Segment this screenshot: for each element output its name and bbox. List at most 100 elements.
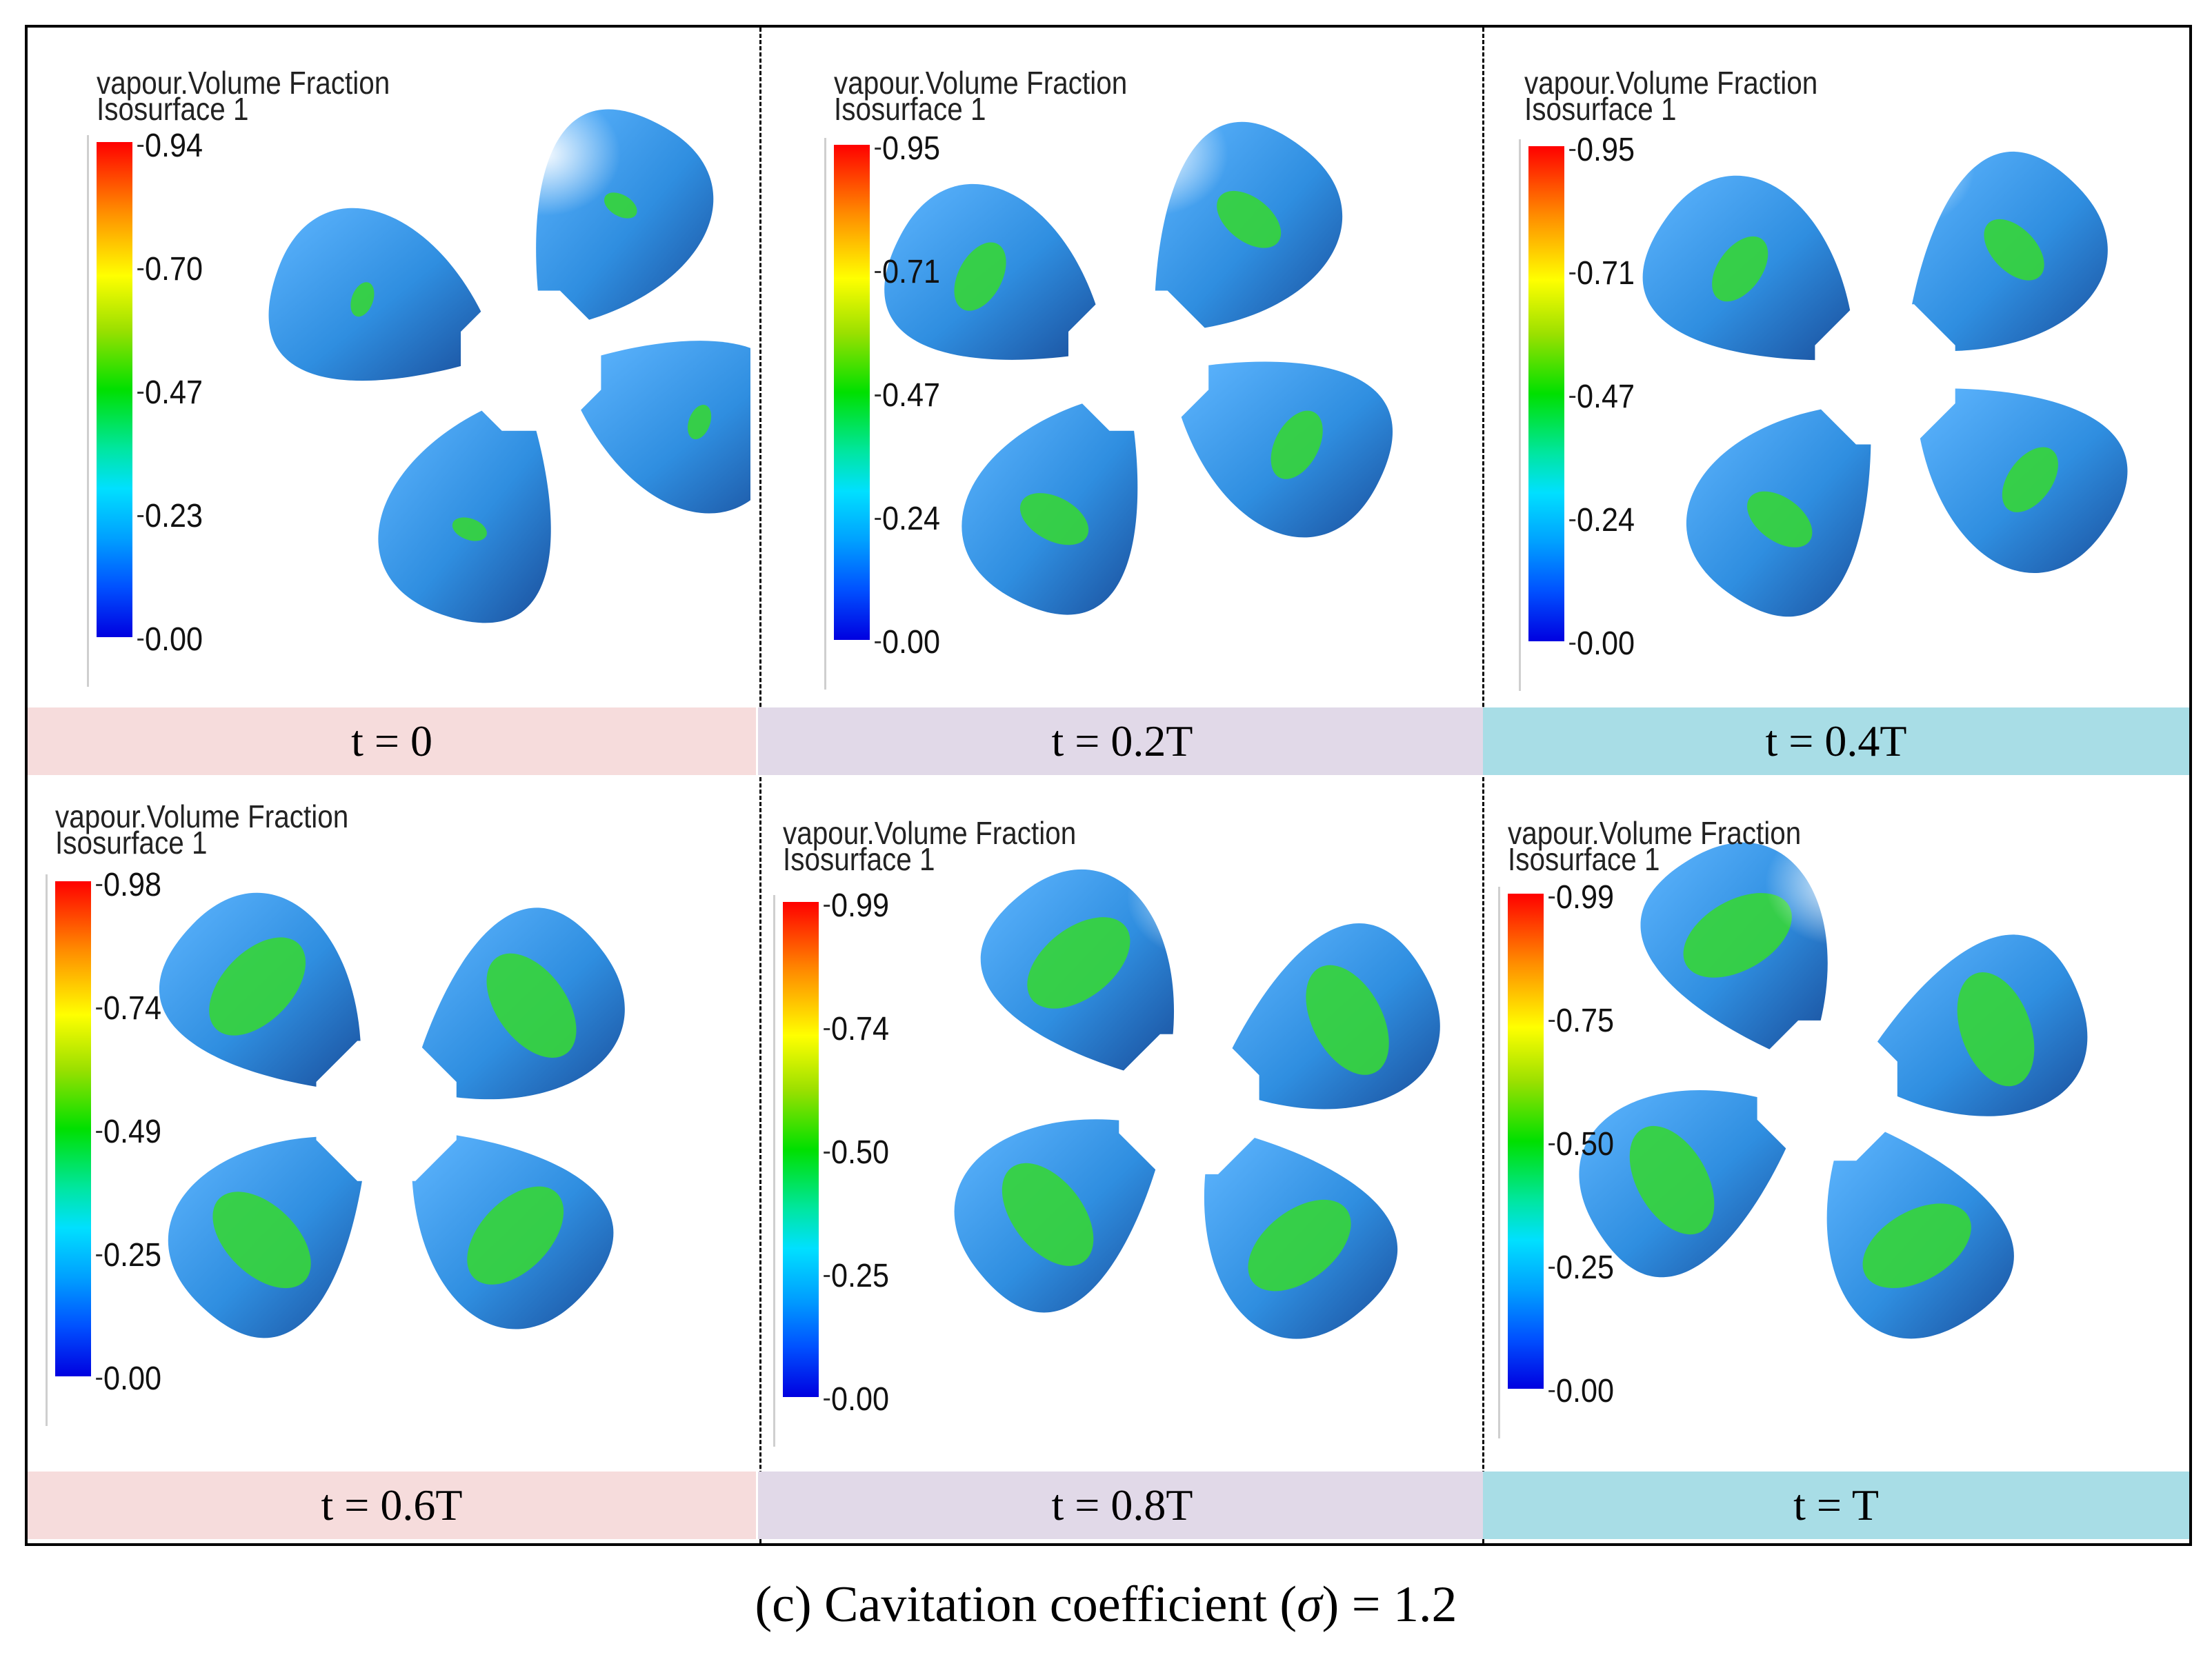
hub-opening bbox=[1757, 1020, 1897, 1161]
color-bar-tick: 0.25 bbox=[1548, 1249, 1615, 1286]
hub-opening bbox=[1119, 1034, 1259, 1174]
cavitation-region bbox=[486, 953, 577, 1058]
hub-opening bbox=[461, 290, 601, 431]
color-bar-tick: 0.71 bbox=[1569, 255, 1635, 292]
propeller-blade bbox=[579, 341, 750, 514]
propeller-render bbox=[1579, 821, 2088, 1339]
color-bar-tick: 0.47 bbox=[875, 377, 941, 414]
propeller-render bbox=[1642, 105, 2128, 617]
cavitation-region bbox=[1027, 917, 1130, 1009]
legend-subtitle: Isosurface 1 bbox=[834, 91, 986, 127]
contour-panel: vapour.Volume Fraction Isosurface 1 0.98 0.… bbox=[28, 778, 750, 1529]
color-bar bbox=[55, 881, 91, 1376]
legend-title: vapour.Volume Fraction bbox=[834, 65, 1128, 101]
color-bar-tick: 0.95 bbox=[1569, 132, 1635, 168]
cavitation-region bbox=[350, 282, 375, 317]
cavitation-region bbox=[1271, 410, 1323, 479]
specular-highlight bbox=[1126, 835, 1279, 960]
legend-axis-line bbox=[824, 138, 826, 690]
propeller-blade bbox=[268, 208, 482, 381]
cavitation-region bbox=[688, 405, 712, 440]
specular-highlight bbox=[1823, 105, 1975, 230]
cavitation-region bbox=[1248, 1199, 1351, 1292]
cavitation-region bbox=[1683, 893, 1792, 978]
color-bar-tick: 0.94 bbox=[137, 128, 203, 164]
color-bar-tick: 0.47 bbox=[1569, 379, 1635, 415]
color-bar-tick: 0.00 bbox=[96, 1360, 162, 1397]
propeller-render bbox=[159, 842, 625, 1338]
color-bar-tick: 0.23 bbox=[137, 498, 203, 534]
propeller-blade bbox=[378, 410, 551, 623]
legend-title: vapour.Volume Fraction bbox=[1524, 65, 1818, 101]
color-bar-tick: 0.49 bbox=[96, 1114, 162, 1150]
color-bar bbox=[97, 142, 132, 637]
color-bar bbox=[783, 902, 819, 1397]
cavitation-region bbox=[209, 937, 306, 1036]
color-bar-tick: 0.50 bbox=[824, 1134, 890, 1171]
color-bar-tick: 0.00 bbox=[1548, 1373, 1615, 1409]
cavitation-region bbox=[1217, 190, 1282, 248]
cavitation-region bbox=[1747, 491, 1813, 548]
cavitation-region bbox=[1629, 1125, 1715, 1235]
hub-opening bbox=[316, 1041, 457, 1181]
cavitation-region bbox=[1306, 965, 1389, 1075]
color-bar bbox=[1508, 894, 1544, 1389]
color-bar-tick: 0.98 bbox=[96, 867, 162, 903]
contour-panel: vapour.Volume Fraction Isosurface 1 0.99 0.… bbox=[758, 778, 1481, 1529]
cavitation-region bbox=[212, 1192, 311, 1289]
specular-highlight bbox=[1076, 92, 1228, 217]
time-label: t = 0.6T bbox=[28, 1472, 756, 1539]
color-bar-tick: 0.70 bbox=[137, 251, 203, 288]
color-bar-tick: 0.24 bbox=[1569, 502, 1635, 539]
color-bar-tick: 0.00 bbox=[137, 621, 203, 658]
time-label: t = 0.2T bbox=[758, 707, 1486, 775]
color-bar-tick: 0.00 bbox=[824, 1381, 890, 1418]
time-label: t = 0.4T bbox=[1483, 707, 2189, 775]
contour-panel: vapour.Volume Fraction Isosurface 1 0.95 0.… bbox=[758, 28, 1481, 779]
legend-axis-line bbox=[1519, 139, 1521, 691]
propeller-render bbox=[884, 92, 1393, 615]
color-bar-tick: 0.95 bbox=[875, 130, 941, 167]
propeller-render bbox=[268, 92, 750, 623]
legend-subtitle: Isosurface 1 bbox=[783, 841, 935, 877]
legend-axis-line bbox=[87, 135, 89, 687]
legend-subtitle: Isosurface 1 bbox=[1508, 841, 1660, 877]
legend-subtitle: Isosurface 1 bbox=[97, 91, 249, 127]
time-label: t = 0 bbox=[28, 707, 756, 775]
time-label: t = T bbox=[1483, 1472, 2189, 1539]
color-bar-tick: 0.24 bbox=[875, 501, 941, 537]
color-bar bbox=[834, 145, 870, 640]
color-bar-tick: 0.25 bbox=[824, 1258, 890, 1294]
legend-subtitle: Isosurface 1 bbox=[55, 825, 208, 861]
contour-panel: vapour.Volume Fraction Isosurface 1 0.94 0.… bbox=[28, 28, 750, 779]
color-bar-tick: 0.74 bbox=[96, 990, 162, 1027]
cavitation-region bbox=[1984, 219, 2044, 281]
specular-highlight bbox=[468, 92, 621, 217]
color-bar-tick: 0.74 bbox=[824, 1011, 890, 1047]
legend-title: vapour.Volume Fraction bbox=[1508, 815, 1802, 851]
color-bar-tick: 0.00 bbox=[1569, 625, 1635, 662]
cavitation-region bbox=[2002, 447, 2058, 512]
color-bar-tick: 0.00 bbox=[875, 624, 941, 661]
specular-highlight bbox=[1765, 821, 1917, 946]
color-bar-tick: 0.75 bbox=[1548, 1003, 1615, 1039]
cavitation-region bbox=[1002, 1163, 1094, 1266]
specular-highlight bbox=[324, 842, 477, 967]
cavitation-region bbox=[1019, 493, 1089, 545]
color-bar-tick: 0.25 bbox=[96, 1237, 162, 1274]
panel-divider bbox=[759, 28, 761, 1543]
color-bar-tick: 0.99 bbox=[1548, 879, 1615, 916]
legend-title: vapour.Volume Fraction bbox=[97, 65, 390, 101]
cavitation-region bbox=[1957, 972, 2035, 1087]
legend-title: vapour.Volume Fraction bbox=[55, 799, 349, 834]
contour-panel: vapour.Volume Fraction Isosurface 1 0.99 0.… bbox=[1483, 778, 2206, 1529]
contour-panel: vapour.Volume Fraction Isosurface 1 0.95 0.… bbox=[1483, 28, 2206, 779]
legend-axis-line bbox=[773, 895, 775, 1447]
legend-axis-line bbox=[46, 874, 48, 1426]
legend-subtitle: Isosurface 1 bbox=[1524, 91, 1677, 127]
hub-opening bbox=[1068, 290, 1209, 431]
color-bar-tick: 0.47 bbox=[137, 374, 203, 411]
color-bar-tick: 0.71 bbox=[875, 254, 941, 290]
cavitation-region bbox=[604, 192, 637, 219]
color-bar bbox=[1528, 146, 1564, 641]
